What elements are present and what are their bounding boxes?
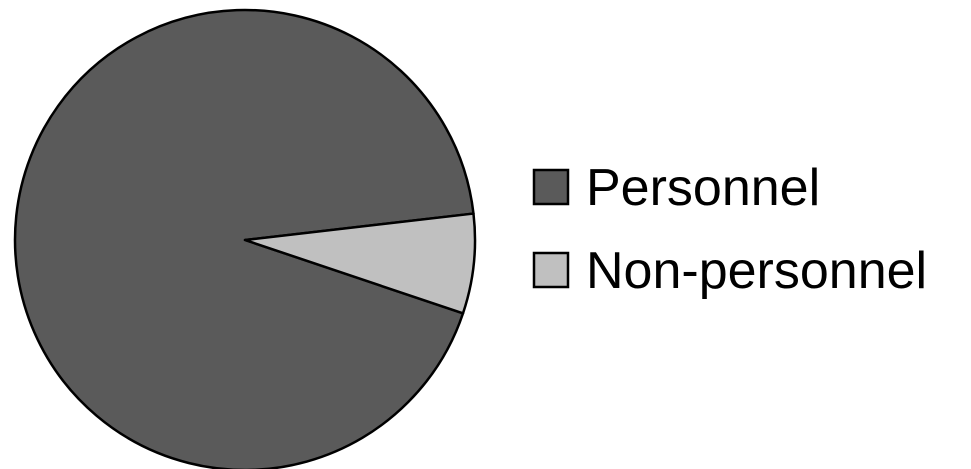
legend-label-non-personnel: Non-personnel: [586, 242, 927, 300]
pie-slices: [13, 8, 477, 469]
legend-swatch-personnel: [532, 168, 570, 206]
legend-label-personnel: Personnel: [586, 159, 820, 217]
legend-swatch-non-personnel: [532, 251, 570, 289]
legend: Personnel Non-personnel: [532, 159, 927, 300]
pie-slice-non-personnel: [243, 212, 477, 315]
